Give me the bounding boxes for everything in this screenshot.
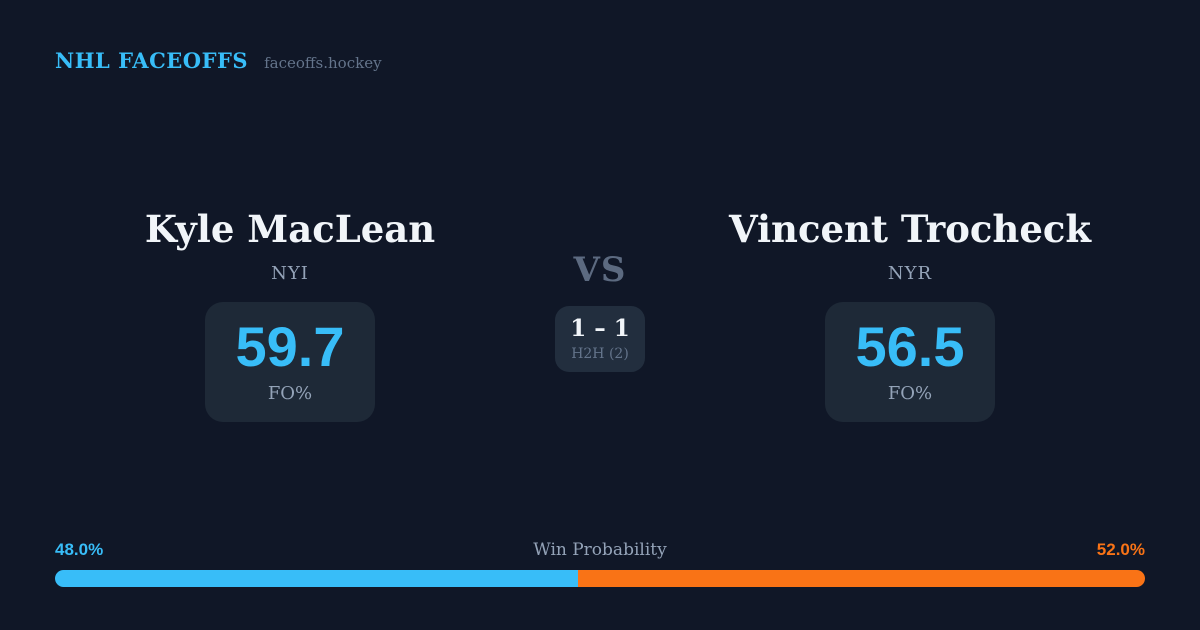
brand-title: NHL FACEOFFS	[55, 48, 249, 73]
win-probability-labels: 48.0% Win Probability 52.0%	[55, 540, 1145, 560]
player-team-left: NYI	[271, 262, 309, 284]
stat-value-right: 56.5	[855, 315, 965, 379]
player-panel-left: Kyle MacLean NYI 59.7 FO%	[105, 208, 475, 422]
win-probability-section: 48.0% Win Probability 52.0%	[55, 540, 1145, 587]
h2h-label: H2H (2)	[571, 345, 629, 362]
vs-panel: VS 1 – 1 H2H (2)	[515, 250, 685, 372]
win-prob-left-pct: 48.0%	[55, 540, 104, 559]
header: NHL FACEOFFS faceoffs.hockey	[55, 48, 382, 73]
h2h-card: 1 – 1 H2H (2)	[555, 306, 645, 372]
stat-value-left: 59.7	[235, 315, 345, 379]
site-url: faceoffs.hockey	[264, 54, 382, 72]
stat-label-left: FO%	[267, 383, 313, 405]
win-prob-bar-right	[578, 570, 1145, 587]
player-team-right: NYR	[887, 262, 933, 284]
win-prob-title: Win Probability	[533, 540, 667, 560]
stat-card-left: 59.7 FO%	[205, 301, 375, 422]
vs-label: VS	[573, 250, 627, 290]
stat-label-right: FO%	[887, 383, 933, 405]
player-name-left: Kyle MacLean	[144, 207, 436, 251]
player-name-right: Vincent Trocheck	[728, 207, 1092, 251]
win-prob-bar	[55, 570, 1145, 587]
h2h-score: 1 – 1	[570, 314, 630, 342]
stat-card-right: 56.5 FO%	[825, 301, 995, 422]
win-prob-right-pct: 52.0%	[1096, 540, 1145, 559]
player-panel-right: Vincent Trocheck NYR 56.5 FO%	[725, 208, 1095, 422]
win-prob-bar-left	[55, 570, 579, 587]
